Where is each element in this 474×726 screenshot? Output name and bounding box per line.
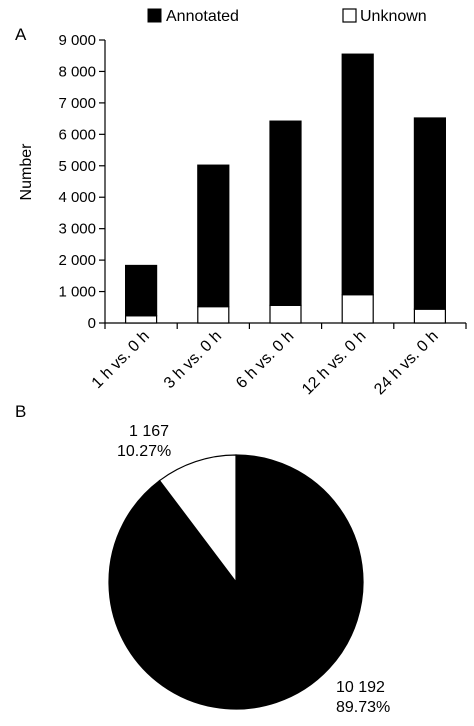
- bar-annotated-3: [269, 120, 302, 306]
- bar-unknown-1: [124, 315, 158, 324]
- bars: [124, 53, 446, 324]
- x-tick-label: 6 h vs. 0 h: [233, 328, 297, 392]
- pie-slice-unknown: [158, 454, 237, 584]
- y-tick-label: 3 000: [58, 221, 96, 238]
- x-tick-label: 3 h vs. 0 h: [161, 328, 225, 392]
- legend-swatch-unknown: [342, 8, 357, 23]
- legend-swatch-annotated: [147, 8, 162, 23]
- pie-chart: 10 192 89.73% 1 167 10.27%: [108, 423, 390, 716]
- x-tick-label: 12 h vs. 0 h: [299, 328, 370, 399]
- bar-annotated-1: [124, 264, 158, 317]
- y-tick-label: 5 000: [58, 158, 96, 175]
- x-tick-label: 1 h vs. 0 h: [89, 328, 153, 392]
- legend-label-unknown: Unknown: [360, 8, 427, 25]
- y-ticks: 0 1 000 2 000 3 000 4 000 5 000 6 000 7 000 8 00…: [58, 32, 105, 332]
- y-tick-label: 2 000: [58, 252, 96, 269]
- y-tick-label: 7 000: [58, 95, 96, 112]
- bar-unknown-4: [341, 294, 374, 324]
- pie-label-percent: 89.73%: [336, 699, 390, 716]
- x-tick-label: 24 h vs. 0 h: [371, 328, 442, 399]
- y-tick-label: 0: [88, 315, 96, 332]
- y-tick-label: 9 000: [58, 32, 96, 49]
- y-tick-label: 4 000: [58, 189, 96, 206]
- y-tick-label: 6 000: [58, 126, 96, 143]
- pie-label-percent: 10.27%: [117, 443, 171, 460]
- y-tick-label: 1 000: [58, 284, 96, 301]
- panel-b-label: B: [15, 402, 26, 421]
- legend: Annotated Unknown: [147, 8, 427, 25]
- pie-label-value: 10 192: [336, 679, 385, 696]
- bar-annotated-5: [413, 117, 446, 310]
- bar-unknown-3: [269, 304, 302, 324]
- legend-label-annotated: Annotated: [166, 8, 239, 25]
- y-axis-title: Number: [18, 143, 35, 201]
- panel-a-label: A: [15, 25, 27, 44]
- y-tick-label: 8 000: [58, 63, 96, 80]
- bar-annotated-4: [341, 53, 374, 296]
- bar-annotated-2: [197, 164, 230, 308]
- bar-unknown-5: [413, 308, 446, 324]
- pie-label-value: 1 167: [129, 423, 169, 440]
- bar-unknown-2: [197, 306, 230, 324]
